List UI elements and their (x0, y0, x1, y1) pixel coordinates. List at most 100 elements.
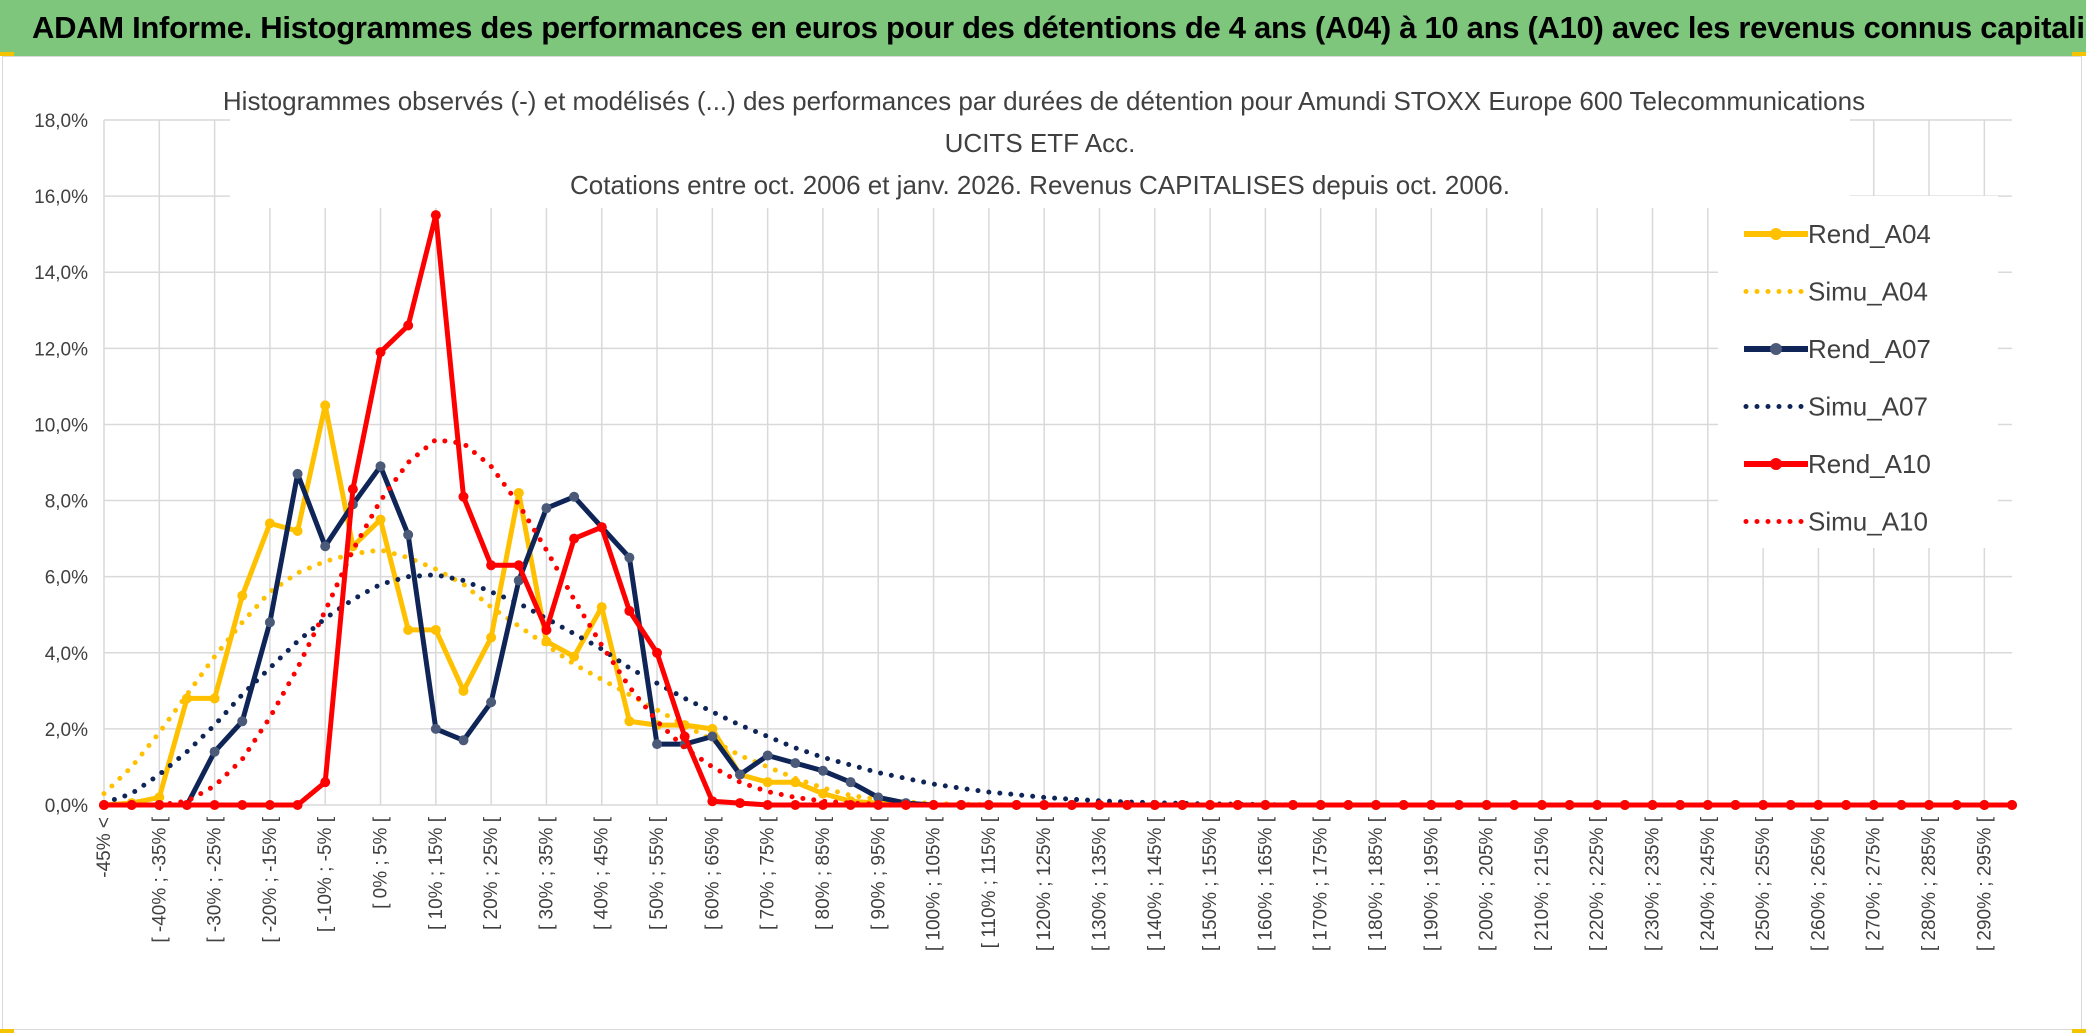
data-point (403, 320, 414, 331)
data-point (181, 800, 192, 810)
y-tick-label: 12,0% (34, 339, 88, 360)
data-point (624, 716, 635, 727)
data-point (1232, 800, 1243, 810)
x-tick-label: [ 150% ; 155% [ (1200, 816, 1221, 951)
data-point (873, 792, 884, 803)
x-tick-label: [ 200% ; 205% [ (1477, 816, 1498, 951)
data-point (458, 735, 469, 746)
x-tick-label: [ 140% ; 145% [ (1145, 816, 1166, 951)
data-point (569, 491, 580, 502)
series-line (101, 572, 2015, 808)
data-point (1924, 800, 1935, 810)
data-point (154, 792, 165, 803)
series-line (101, 547, 2015, 808)
data-point (237, 800, 248, 810)
y-tick-label: 0,0% (45, 796, 88, 817)
data-point (1758, 800, 1769, 810)
x-tick-label: [ 250% ; 255% [ (1753, 816, 1774, 951)
data-point (1011, 800, 1022, 810)
legend-label: Rend_A07 (1808, 334, 1931, 364)
data-point (652, 739, 663, 750)
x-tick-label: -45% < (94, 817, 115, 878)
data-point (735, 769, 745, 780)
x-tick-label: [ -20% ; -15% [ (260, 816, 281, 942)
data-point (320, 400, 331, 411)
data-point (569, 651, 580, 662)
series-line (101, 437, 2015, 808)
data-point (486, 632, 497, 643)
data-point (762, 800, 773, 810)
data-point (486, 560, 497, 571)
data-point (707, 723, 718, 734)
data-point (817, 788, 828, 799)
data-point (679, 731, 690, 742)
chart-title-background (230, 80, 1850, 208)
data-point (1398, 800, 1409, 810)
data-point (845, 777, 856, 788)
legend-marker (1770, 228, 1782, 240)
x-tick-label: [ 130% ; 135% [ (1089, 816, 1110, 951)
data-point (237, 590, 248, 601)
data-point (1619, 800, 1630, 810)
data-point (1979, 800, 1990, 810)
legend-label: Simu_A04 (1808, 277, 1928, 307)
legend-marker (1770, 343, 1782, 355)
x-tick-label: [ 60% ; 65% [ (702, 816, 723, 930)
title-background (230, 80, 1850, 208)
x-tick-label: [ 110% ; 115% [ (979, 816, 1000, 948)
data-point (1343, 800, 1354, 810)
data-point (403, 624, 414, 635)
data-point (1592, 800, 1603, 810)
data-point (264, 800, 275, 810)
data-point (596, 602, 607, 613)
banner: ADAM Informe. Histogrammes des performan… (0, 0, 2086, 56)
y-axis: 0,0% 2,0% 4,0% 6,0% 8,0% 10,0% 12,0% 14,0% 16,0%… (34, 111, 88, 817)
legend-label: Simu_A07 (1808, 392, 1928, 422)
series-group (99, 210, 2017, 810)
data-point (541, 624, 552, 635)
data-point (956, 800, 967, 810)
legend-label: Simu_A10 (1808, 507, 1928, 537)
x-tick-label: [ 280% ; 285% [ (1919, 816, 1940, 951)
y-tick-label: 8,0% (45, 492, 88, 513)
data-point (513, 560, 524, 571)
x-tick-label: [ 50% ; 55% [ (647, 816, 668, 930)
legend-marker (1770, 458, 1782, 470)
x-tick-label: [ 260% ; 265% [ (1808, 816, 1829, 951)
data-point (1868, 800, 1879, 810)
x-tick-label: [ 240% ; 245% [ (1698, 816, 1719, 951)
x-tick-label: [ 10% ; 15% [ (426, 816, 447, 930)
data-point (790, 777, 801, 788)
data-point (513, 487, 524, 498)
y-tick-label: 16,0% (34, 187, 88, 208)
x-axis: -45% < [ -40% ; -35% [[ -30% ; -25% [[ -2… (94, 816, 1995, 951)
data-point (707, 796, 718, 807)
data-point (1647, 800, 1658, 810)
legend: Rend_A04 Simu_A04 Rend_A07 Simu_A07 Rend_A10… (1718, 196, 1998, 548)
x-tick-label: [ 160% ; 165% [ (1255, 816, 1276, 951)
data-point (624, 605, 635, 616)
legend-item: Simu_A04 (1743, 277, 1928, 307)
x-tick-label: [ 180% ; 185% [ (1366, 816, 1387, 951)
data-point (790, 758, 801, 769)
data-point (320, 777, 331, 788)
data-point (1453, 800, 1464, 810)
banner-title: ADAM Informe. Histogrammes des performan… (32, 10, 2086, 45)
data-point (209, 693, 220, 704)
legend-item: Rend_A10 (1744, 449, 1931, 479)
y-tick-label: 6,0% (45, 568, 88, 589)
legend-item: Rend_A04 (1744, 219, 1931, 249)
data-point (1177, 800, 1188, 810)
x-tick-label: [ 270% ; 275% [ (1864, 816, 1885, 951)
chart-title: Histogrammes observés (-) et modélisés (… (223, 86, 1865, 200)
data-point (1564, 800, 1575, 810)
data-point (181, 693, 192, 704)
data-point (430, 624, 441, 635)
corner-accent (2072, 1029, 2086, 1033)
data-point (513, 575, 524, 586)
data-point (403, 529, 414, 540)
y-tick-label: 18,0% (34, 111, 88, 132)
x-tick-label: [ 210% ; 215% [ (1532, 816, 1553, 951)
series-simu-a07 (101, 572, 2015, 808)
